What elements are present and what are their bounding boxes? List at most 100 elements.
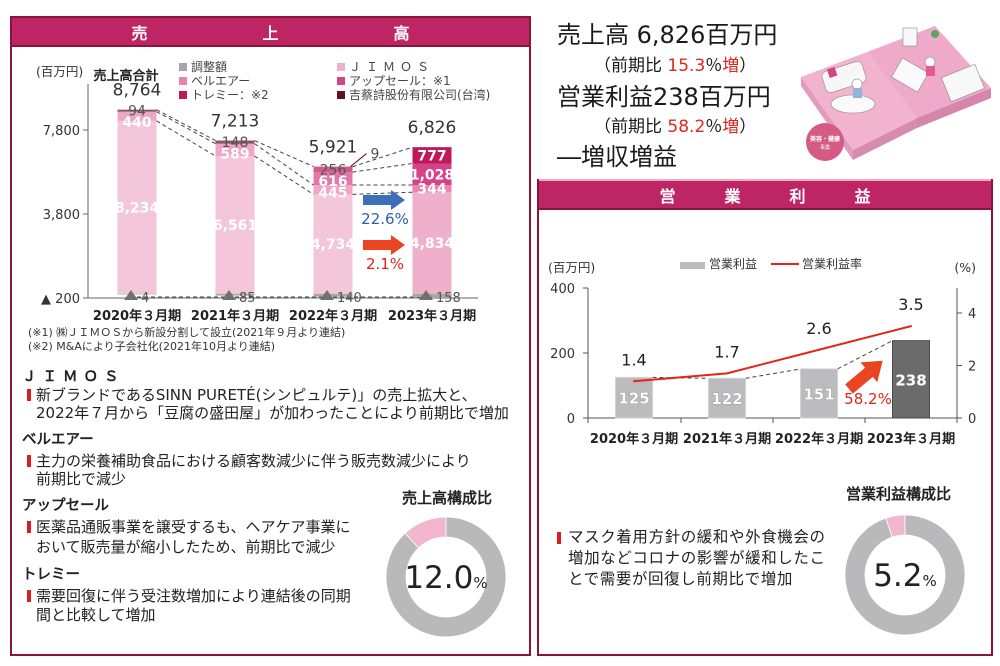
segment-label: 616 — [318, 174, 347, 190]
dining-table-shape — [891, 57, 929, 93]
category-label: 2020年３月期 — [93, 308, 181, 324]
category-label: 2021年３月期 — [683, 431, 771, 447]
profit-bar — [892, 340, 930, 419]
category-label: 2021年３月期 — [191, 308, 279, 324]
legend-swatch — [337, 91, 345, 99]
legend-item-adjustment: 調整額 — [179, 60, 227, 74]
bar-segment — [313, 185, 353, 195]
margin-line — [633, 325, 912, 383]
segment-label: 4,834 — [410, 236, 455, 252]
plant-shape — [931, 30, 939, 38]
adjustment-triangle-icon — [419, 290, 433, 300]
header-char: 営 — [659, 186, 676, 206]
adjustment-label: 140 — [337, 291, 362, 306]
margin-point — [818, 348, 820, 351]
slab-right-front — [917, 88, 991, 128]
segment-label: 9 — [371, 147, 380, 163]
headline-summary: ―増収増益 — [557, 143, 677, 171]
segment-label: 8,234 — [115, 200, 160, 216]
y-tick-label: ▲ 200 — [41, 292, 80, 307]
y2-tick-label: 4 — [968, 307, 976, 322]
segment-label: 4,734 — [311, 237, 356, 253]
y-tick-label: 0 — [567, 412, 575, 427]
legend-label: ＪＩＭＯＳ — [349, 60, 435, 74]
category-label: 2022年３月期 — [289, 308, 377, 324]
connector-line — [352, 162, 413, 173]
segment-text-line: 2022年７月から「豆腐の盛田屋」が加わったことにより前期比で増加 — [36, 404, 509, 422]
operating-profit-chart: (百万円) (%) 営業利益 営業利益率 0 200 400 0 2 4 125 2020年３月期 12… — [548, 256, 976, 447]
header-char: 益 — [854, 186, 871, 206]
legend-label: 吉蔡詩股份有限公司(台湾) — [349, 88, 491, 102]
bar-segment — [117, 109, 157, 112]
change-value: 58.2 — [667, 117, 706, 137]
legend-item-upsell: アップセール：※1 — [337, 74, 451, 88]
segment-label: 445 — [318, 185, 347, 201]
margin-point — [910, 325, 912, 328]
bar-segment — [215, 156, 255, 294]
bar-segment — [412, 163, 452, 186]
slab-left-front — [853, 118, 917, 160]
margin-point — [633, 380, 635, 383]
segment-label: 1,028 — [410, 167, 454, 183]
annotation-label: 58.2% — [844, 390, 892, 408]
category-label: 2023年３月期 — [867, 431, 955, 447]
legend-label: アップセール：※1 — [349, 74, 451, 88]
adjustment-triangle-icon — [320, 290, 334, 300]
profit-text-line: マスク着用方針の緩和や外食機会の — [568, 528, 826, 546]
badge-shape — [806, 123, 844, 161]
change-suffix: 増 — [722, 117, 740, 137]
badge-label: 美容・健康 — [809, 135, 841, 143]
donut-slice — [844, 514, 966, 636]
segment-title-upsell: アップセール — [22, 498, 109, 514]
legend-item-bellair: ベルエアー — [179, 74, 250, 88]
segment-text-line: 前期比で減少 — [36, 470, 127, 488]
change-open: （前期比 — [594, 56, 668, 76]
total-label: 7,213 — [211, 112, 260, 132]
legend-swatch — [337, 77, 345, 85]
change-suffix: 増 — [722, 56, 740, 76]
connector-line — [745, 368, 801, 379]
y2-axis-unit: (%) — [954, 260, 976, 275]
person-body-shape — [853, 88, 862, 98]
bullet-marker-icon — [27, 389, 31, 401]
bullet-marker-icon — [27, 521, 31, 533]
segment-text-line: 新ブランドであるSINN PURETÉ(シンピュルテ)」の売上拡大と、 — [36, 386, 477, 404]
bar-segment — [412, 147, 452, 164]
total-label: 5,921 — [309, 138, 358, 158]
y2-tick-label: 2 — [968, 360, 976, 375]
bar-segment — [313, 194, 353, 294]
annotation-label: 2.1% — [366, 255, 404, 273]
segment-text-line: おいて販売量が縮小したため、前期比で減少 — [36, 538, 336, 556]
legend-item-jimos: ＪＩＭＯＳ — [337, 60, 434, 74]
bar-segment — [412, 185, 452, 193]
legend-label: トレミー：※2 — [191, 88, 269, 102]
segment-label: 256 — [320, 162, 347, 178]
arrow-up-right-icon — [845, 360, 883, 394]
change-close: ） — [739, 117, 757, 137]
legend-label: 営業利益率 — [802, 256, 862, 271]
bullet-marker-icon — [557, 532, 561, 544]
connector-line — [254, 143, 314, 186]
profit-panel-header: 営 業 利 益 — [539, 181, 991, 210]
adjustment-triangle-icon — [124, 290, 138, 300]
header-char: 利 — [789, 186, 806, 206]
y-tick-label: 7,800 — [43, 124, 80, 139]
adjustment-segment — [215, 293, 255, 296]
header-char: 高 — [393, 23, 410, 43]
adjustment-label: 4 — [141, 291, 149, 306]
donut-center-label: 12.0% — [404, 560, 487, 596]
donut-center-unit: % — [473, 574, 487, 592]
bar-value-label: 125 — [618, 390, 649, 408]
profit-text-line: 増加などコロナの影響が緩和したこ — [568, 549, 826, 567]
connector-line — [156, 111, 216, 145]
margin-point — [726, 372, 728, 375]
headline-sales: 売上高 6,826百万円 — [557, 21, 778, 49]
segment-label: 148 — [222, 135, 249, 151]
bar-segment — [215, 143, 255, 157]
margin-label: 2.6 — [806, 319, 831, 338]
profit-composition-donut: 5.2% — [844, 514, 966, 636]
sales-panel: 売 上 高 — [10, 16, 531, 656]
change-unit: ％ — [705, 117, 723, 137]
adjustment-segment — [117, 293, 157, 295]
bullet-marker-icon — [27, 455, 31, 467]
